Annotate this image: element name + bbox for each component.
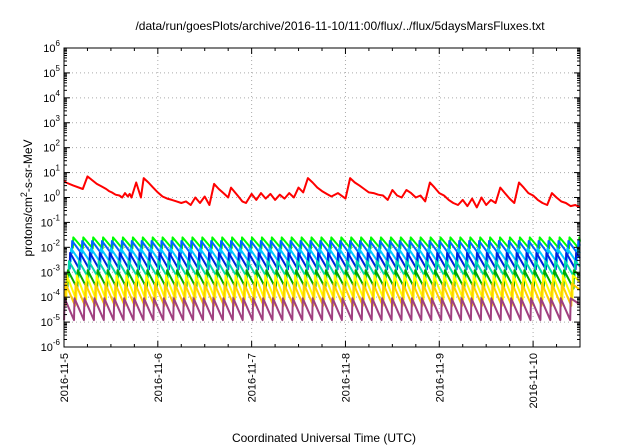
x-tick-label: 2016-11-9 [434,353,446,402]
y-tick-label: 10-5 [41,313,61,329]
x-tick-labels: 2016-11-5 2016-11-6 2016-11-7 2016-11-8 2016… [59,353,540,408]
y-tick-label: 103 [43,114,60,130]
y-tick-label: 104 [43,89,60,105]
y-tick-labels: 10-6 10-5 10-4 10-3 10-2 10-1 100 101 102 103 104 1… [41,39,61,354]
y-axis-label: protons/cm2-s-sr-MeV [19,139,35,256]
y-tick-label: 10-1 [41,213,61,229]
y-tick-label: 10-3 [41,263,61,279]
y-tick-label: 102 [43,139,60,155]
x-tick-label: 2016-11-7 [247,353,259,402]
y-tick-label: 10-6 [41,338,61,354]
y-tick-label: 101 [43,164,60,180]
plot-frame [63,47,581,348]
y-tick-label: 10-2 [41,238,61,254]
series-line [69,247,581,264]
y-axis-label-sup: 2 [19,192,29,197]
x-tick-label: 2016-11-5 [59,353,71,402]
series-line [63,297,581,322]
x-tick-label: 2016-11-6 [153,353,165,402]
y-axis-label-main: protons/cm [21,197,35,256]
x-axis-label: Coordinated Universal Time (UTC) [232,431,416,445]
y-tick-label: 106 [43,39,60,55]
series-layer [63,175,581,322]
y-axis-label-rest: -s-sr-MeV [21,139,35,192]
x-tick-label: 2016-11-8 [340,353,352,402]
chart-title: /data/run/goesPlots/archive/2016-11-10/1… [135,19,545,33]
x-tick-label: 2016-11-10 [528,353,540,408]
series-line [63,175,581,209]
y-tick-label: 10-4 [41,288,61,304]
axes [63,47,581,348]
y-tick-label: 105 [43,64,60,80]
y-tick-label: 100 [43,189,60,205]
